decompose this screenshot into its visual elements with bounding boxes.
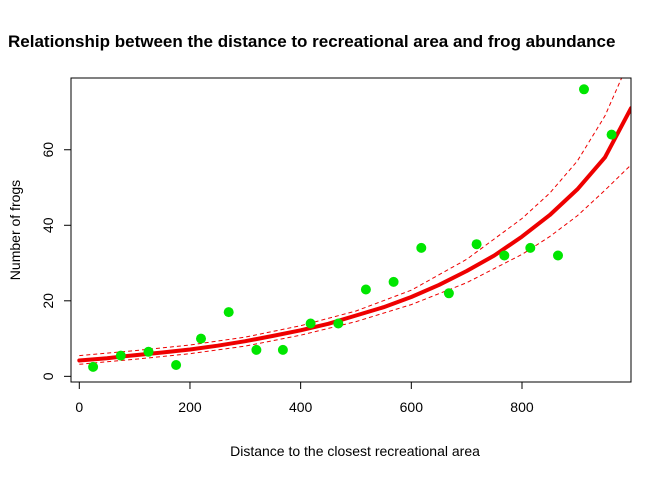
- data-point: [333, 318, 344, 329]
- data-point: [553, 250, 563, 261]
- plot-box: [70, 77, 632, 383]
- data-point: [443, 288, 454, 299]
- y-tick-label: 0: [40, 372, 56, 380]
- y-tick-label: 40: [40, 217, 56, 233]
- data-point: [360, 284, 371, 295]
- data-point: [277, 344, 288, 355]
- data-point: [305, 318, 316, 329]
- data-point: [499, 250, 510, 261]
- data-point: [471, 239, 482, 250]
- x-tick-label: 400: [289, 399, 313, 415]
- chart-title: Relationship between the distance to rec…: [8, 32, 615, 51]
- x-tick-label: 800: [510, 399, 534, 415]
- y-tick-label: 20: [40, 293, 56, 309]
- data-point: [388, 276, 399, 287]
- y-tick-label: 60: [40, 142, 56, 158]
- data-point: [223, 307, 234, 318]
- y-axis-label: Number of frogs: [7, 180, 23, 280]
- data-point: [143, 346, 154, 357]
- data-point: [196, 333, 206, 344]
- x-axis-label: Distance to the closest recreational are…: [230, 443, 480, 459]
- data-point: [606, 129, 617, 140]
- x-tick-label: 0: [75, 399, 83, 415]
- x-tick-label: 200: [178, 399, 202, 415]
- data-point: [88, 361, 99, 372]
- data-point: [251, 344, 262, 355]
- data-point: [416, 242, 427, 253]
- data-point: [525, 242, 536, 253]
- upper-confidence-line: [79, 78, 623, 357]
- x-axis: 0 200 400 600 800: [75, 381, 534, 415]
- y-axis: 0 20 40 60: [40, 142, 72, 380]
- x-tick-label: 600: [400, 399, 424, 415]
- lower-confidence-line: [79, 164, 631, 365]
- data-layer: [77, 78, 631, 372]
- data-point: [115, 350, 126, 361]
- data-point: [171, 360, 182, 370]
- data-point: [579, 84, 589, 95]
- fitted-curve: [77, 106, 631, 363]
